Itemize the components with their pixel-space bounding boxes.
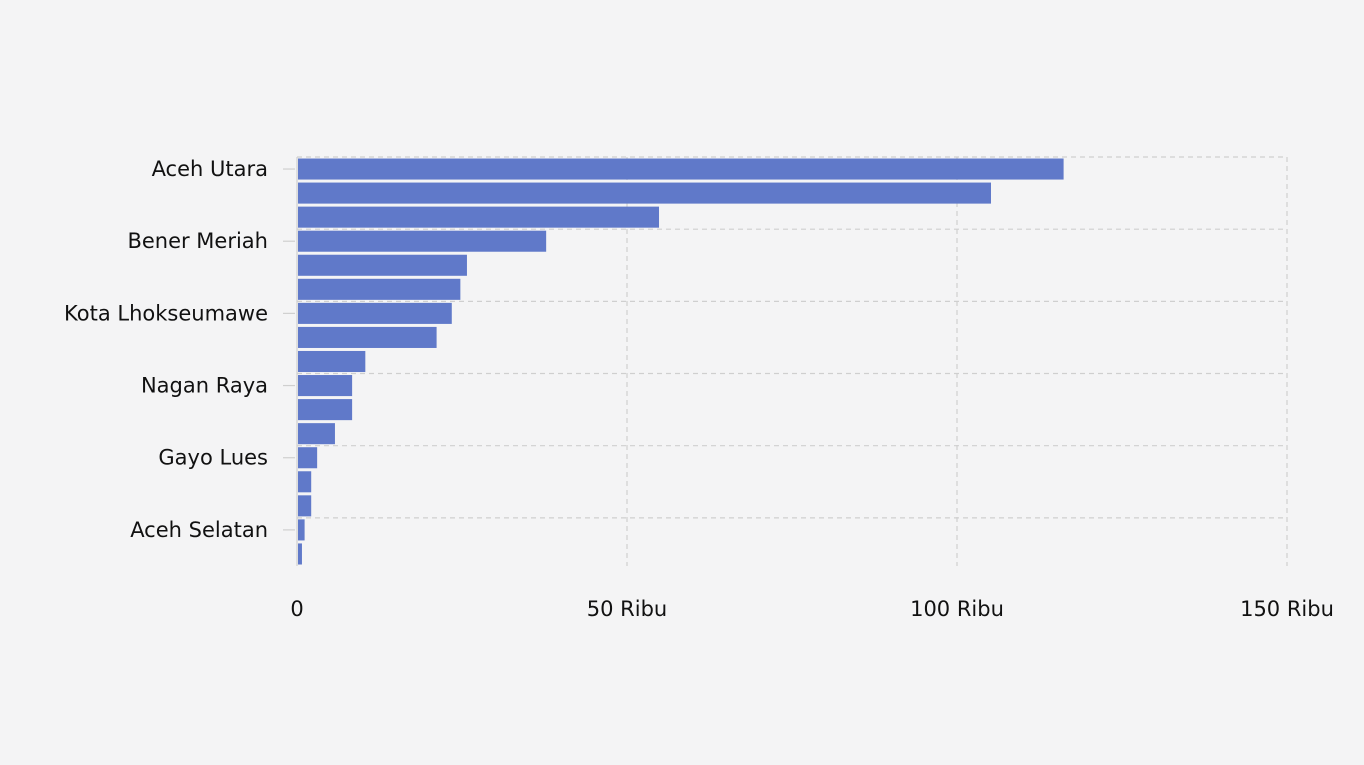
bar [298, 326, 437, 348]
y-tick-label: Bener Meriah [127, 229, 268, 253]
bar [298, 447, 318, 469]
bar [298, 543, 302, 565]
bar [298, 375, 353, 397]
x-tick-label: 0 [290, 597, 303, 621]
bar [298, 158, 1064, 180]
bar [298, 230, 547, 252]
grid [296, 156, 1288, 566]
bar [298, 399, 353, 421]
bar [298, 302, 452, 324]
y-axis-labels: Aceh Utara Bener Meriah Kota Lhokseumawe Na… [64, 157, 295, 542]
x-tick-label: 100 Ribu [910, 597, 1004, 621]
bar [298, 254, 467, 276]
y-tick-label: Aceh Utara [152, 157, 268, 181]
x-tick-label: 50 Ribu [587, 597, 667, 621]
bar [298, 495, 312, 517]
x-axis-labels: 0 50 Ribu 100 Ribu 150 Ribu [290, 597, 1334, 621]
bar [298, 206, 660, 228]
y-tick-label: Gayo Lues [158, 446, 268, 470]
y-tick-label: Kota Lhokseumawe [64, 301, 268, 325]
bar [298, 423, 335, 445]
x-tick-label: 150 Ribu [1240, 597, 1334, 621]
y-tick-label: Aceh Selatan [130, 518, 268, 542]
bar [298, 519, 305, 541]
bar [298, 471, 312, 493]
bar [298, 350, 366, 373]
bar [298, 182, 991, 204]
bars [298, 158, 1064, 565]
y-tick-label: Nagan Raya [141, 374, 268, 398]
bar [298, 278, 461, 300]
